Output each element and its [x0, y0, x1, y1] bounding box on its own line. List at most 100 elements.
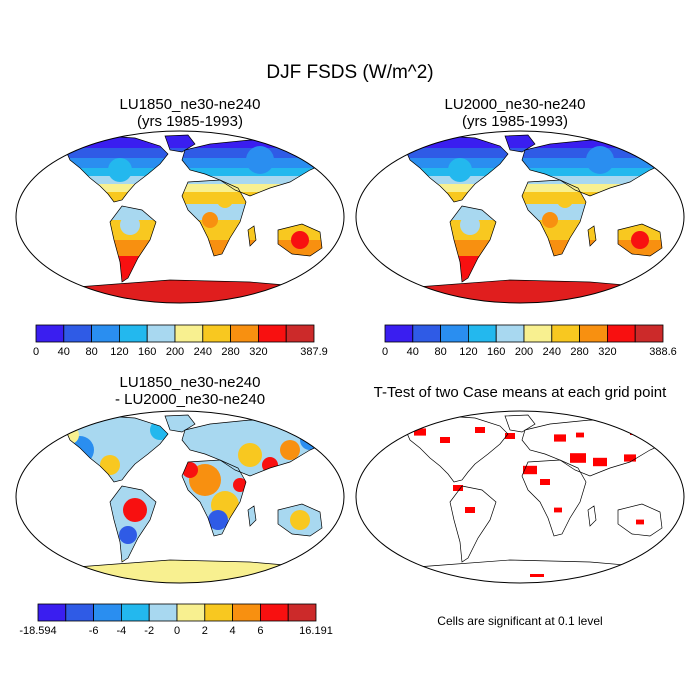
- colorbar-swatch: [257, 324, 287, 343]
- significant-cell: [570, 453, 586, 463]
- colorbar-tick-label: 40: [57, 346, 70, 358]
- field-band: [34, 135, 330, 148]
- diff-patch: [208, 510, 228, 530]
- colorbar-tick-label: 80: [85, 346, 98, 358]
- significant-cell: [505, 433, 515, 439]
- coastline-green: [164, 414, 196, 433]
- colorbar-swatch: [93, 603, 122, 622]
- coastline-af: [181, 459, 247, 537]
- coastline-na: [61, 135, 169, 203]
- colorbar-swatch: [37, 603, 67, 622]
- significant-cell: [523, 465, 537, 475]
- colorbar-swatch: [495, 324, 525, 343]
- colorbar-tick-label: 0: [32, 346, 40, 358]
- field-band: [34, 168, 330, 176]
- significant-cell: [540, 479, 550, 485]
- coastline-na: [61, 415, 169, 483]
- colorbar-lu2000: [384, 324, 664, 343]
- colorbar-swatch: [63, 324, 92, 343]
- coastline-green: [504, 134, 536, 153]
- diff-patch: [150, 420, 170, 440]
- colorbar-tick-label: 16.191: [299, 625, 333, 637]
- colorbar-swatch: [232, 603, 261, 622]
- significant-cell: [475, 427, 485, 433]
- panel-title-lu1850: LU1850_ne30-ne240 (yrs 1985-1993): [119, 96, 261, 130]
- colorbar-swatch: [384, 324, 414, 343]
- colorbar-tick-label: 388.6: [649, 346, 677, 358]
- field-patch: [291, 231, 309, 249]
- field-patch: [586, 146, 614, 174]
- colorbar-swatch: [230, 324, 259, 343]
- coastline-sa: [109, 205, 157, 283]
- colorbar-tick-label: 0: [381, 346, 389, 358]
- coastline-eu: [521, 419, 671, 477]
- colorbar-difference-labels: -18.594 -6 -4 -2 0 2 4 6 16.191: [19, 625, 332, 639]
- significant-cell: [554, 507, 562, 513]
- colorbar-tick-label: 160: [138, 346, 157, 358]
- field-band: [34, 256, 330, 275]
- significant-cell: [453, 485, 463, 491]
- significant-cell: [554, 434, 566, 442]
- map-border: [355, 130, 685, 304]
- significant-cell: [576, 432, 584, 438]
- map-lu1850: [15, 130, 345, 304]
- field-patch: [557, 192, 573, 208]
- field-patch: [217, 192, 233, 208]
- colorbar-tick-label: 120: [110, 346, 129, 358]
- figure-title: DJF FSDS (W/m^2): [266, 62, 434, 83]
- field-patch: [631, 231, 649, 249]
- colorbar-swatch: [285, 324, 315, 343]
- colorbar-swatch: [259, 603, 289, 622]
- coastline-af: [181, 179, 247, 257]
- field-band: [374, 158, 670, 168]
- coastline-mad: [247, 505, 257, 527]
- field-band: [34, 148, 330, 158]
- diff-patch: [280, 440, 300, 460]
- coastline-mad: [247, 225, 257, 247]
- coastline-af: [521, 179, 587, 257]
- field-band: [374, 204, 670, 220]
- panel-title-ttest: T-Test of two Case means at each grid po…: [373, 384, 667, 401]
- coastline-aus: [617, 223, 663, 257]
- diff-patch: [119, 526, 137, 544]
- field-band: [34, 176, 330, 184]
- significance-note: Cells are significant at 0.1 level: [437, 614, 603, 628]
- significant-cell: [414, 428, 426, 436]
- field-patch: [120, 215, 140, 235]
- colorbar-swatch: [176, 603, 206, 622]
- coastline-na: [401, 135, 509, 203]
- colorbar-swatch: [287, 603, 317, 622]
- significant-cell: [593, 457, 607, 467]
- coastline-aus: [617, 503, 663, 537]
- field-band: [374, 135, 670, 148]
- field-band: [374, 148, 670, 158]
- colorbar-tick-label: -18.594: [19, 625, 57, 637]
- coastline-aus: [277, 223, 323, 257]
- colorbar-tick-label: -6: [88, 625, 99, 637]
- colorbar-lu2000-labels: 0 40 80 120 160 200 240 280 320 388.6: [381, 346, 677, 360]
- colorbar-swatch: [202, 324, 232, 343]
- diff-patch: [100, 455, 120, 475]
- colorbar-swatch: [119, 324, 148, 343]
- diff-patch: [123, 498, 147, 522]
- field-band: [34, 192, 330, 204]
- colorbar-difference: [37, 603, 317, 622]
- coastline-na: [401, 415, 509, 483]
- coastline-sa: [109, 485, 157, 563]
- diff-patch: [61, 426, 79, 444]
- field-patch: [108, 158, 132, 182]
- colorbar-tick-label: 120: [459, 346, 478, 358]
- panel-title-difference: LU1850_ne30-ne240 - LU2000_ne30-ne240: [114, 374, 266, 408]
- colorbar-swatch: [551, 324, 581, 343]
- colorbar-tick-label: 200: [165, 346, 185, 358]
- panel-title-lu2000: LU2000_ne30-ne240 (yrs 1985-1993): [444, 96, 586, 130]
- colorbar-tick-label: -4: [116, 625, 127, 637]
- field-patch: [460, 215, 480, 235]
- colorbar-swatch: [146, 324, 176, 343]
- field-band: [374, 176, 670, 184]
- significant-cell: [440, 437, 450, 443]
- coastline-mad: [587, 505, 597, 527]
- coastline-mad: [587, 225, 597, 247]
- map-border: [355, 410, 685, 584]
- field-band: [374, 184, 670, 192]
